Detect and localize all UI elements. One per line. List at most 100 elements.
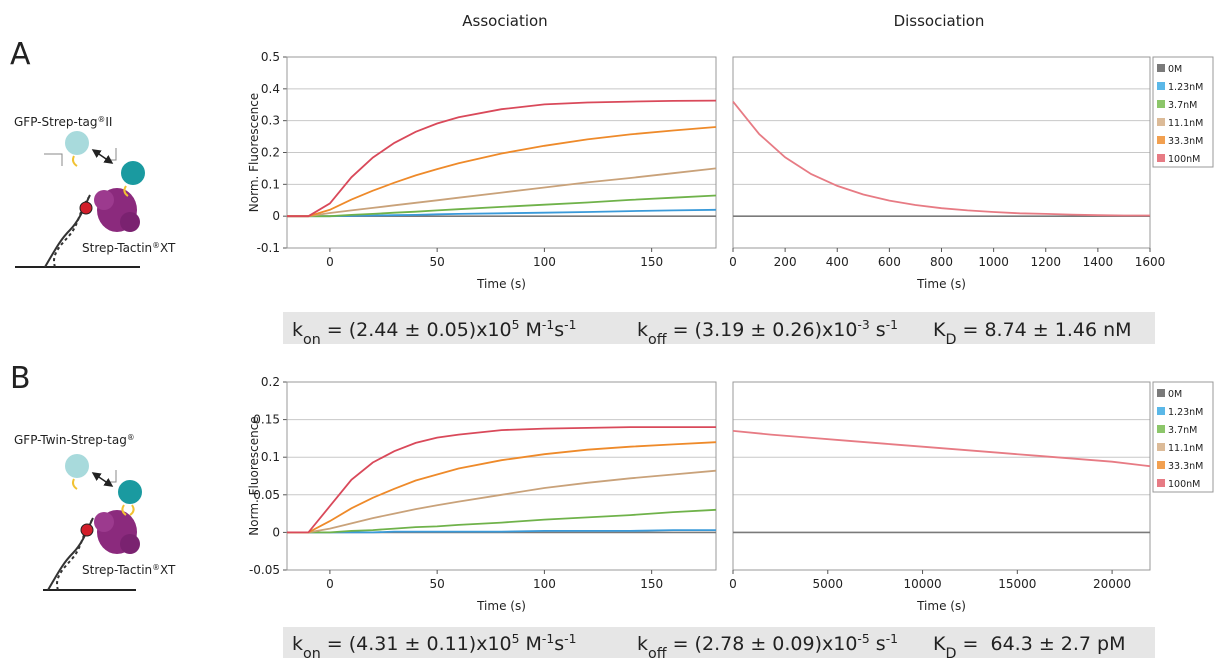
plot-frame — [732, 381, 1151, 571]
x-tick-label: 200 — [774, 255, 797, 269]
kinetic-constant-part: M — [519, 633, 541, 655]
tag — [72, 478, 78, 490]
kinetic-constant-part: -1 — [542, 318, 554, 332]
kinetic-constant: kon = (4.31 ± 0.11)x105 M-1s-1 — [292, 632, 576, 658]
strep-tactin — [120, 212, 140, 232]
kinetic-constant-part: = (2.44 ± 0.05)x10 — [321, 319, 512, 341]
legend-label: 100nM — [1168, 154, 1200, 165]
gfp-free — [65, 131, 89, 155]
legend-label: 1.23nM — [1168, 407, 1203, 418]
kinetic-constant-part: -1 — [564, 318, 576, 332]
plot-frame — [286, 381, 717, 571]
series-line — [287, 508, 717, 534]
arrow — [91, 149, 114, 164]
strep-tactin — [94, 512, 114, 532]
legend-swatch — [1157, 479, 1165, 487]
y-tick-label: 0.1 — [261, 450, 280, 464]
kinetic-constant-part: s — [870, 319, 886, 341]
legend-swatch — [1157, 425, 1165, 433]
kinetic-constant-part: s — [554, 319, 564, 341]
kinetic-constant-part: s — [870, 633, 886, 655]
kinetic-constant-part: M — [519, 319, 541, 341]
x-tick-label: 0 — [729, 577, 737, 591]
plot-frame — [286, 56, 717, 249]
tag-label-part: ® — [127, 433, 135, 442]
x-axis-label: Time (s) — [476, 599, 526, 613]
tag-label: GFP-Strep-tag®II — [14, 115, 112, 130]
legend-swatch — [1157, 461, 1165, 469]
tag — [121, 504, 135, 516]
kinetic-constant: kon = (2.44 ± 0.05)x105 M-1s-1 — [292, 318, 576, 348]
y-tick-label: 0.2 — [261, 146, 280, 160]
x-tick-label: 50 — [430, 255, 445, 269]
x-tick-label: 100 — [533, 255, 556, 269]
x-tick-label: 1400 — [1083, 255, 1114, 269]
legend-swatch — [1157, 154, 1165, 162]
strep-tactin — [120, 534, 140, 554]
x-tick-label: 1000 — [978, 255, 1009, 269]
tag — [123, 185, 129, 197]
x-tick-label: 150 — [640, 255, 663, 269]
kinetic-constant-part: D — [945, 332, 956, 348]
x-tick-label: 1600 — [1135, 255, 1166, 269]
legend-box — [1152, 381, 1214, 493]
kinetic-constant-part: D — [945, 646, 956, 658]
kinetics-box — [283, 312, 1155, 344]
x-tick-label: 600 — [878, 255, 901, 269]
x-tick-label: 10000 — [903, 577, 941, 591]
biotin — [80, 523, 94, 537]
kinetic-constant-part: on — [303, 646, 321, 658]
series-line — [732, 101, 1150, 217]
x-tick-label: 0 — [326, 577, 334, 591]
legend-label: 0M — [1168, 64, 1182, 75]
kinetics-box — [283, 627, 1155, 658]
y-tick-label: 0.5 — [261, 50, 280, 64]
kinetic-constant-part: K — [933, 633, 946, 655]
column-title: Association — [462, 12, 547, 30]
tag-label-part: GFP-Twin-Strep-tag — [14, 433, 127, 447]
y-tick-label: 0.3 — [261, 114, 280, 128]
kinetic-constant-part: off — [648, 332, 668, 348]
kinetic-constant-part: = (3.19 ± 0.26)x10 — [667, 319, 858, 341]
legend-swatch — [1157, 443, 1165, 451]
legend-label: 100nM — [1168, 479, 1200, 490]
legend-swatch — [1157, 407, 1165, 415]
resin-label-part: ® — [152, 241, 160, 250]
legend-label: 33.3nM — [1168, 136, 1203, 147]
resin-label-part: Strep-Tactin — [82, 241, 152, 255]
x-axis-label: Time (s) — [916, 599, 966, 613]
kinetic-constant-part: -1 — [564, 632, 576, 646]
strep-tactin — [94, 190, 114, 210]
y-tick-label: 0.05 — [253, 488, 280, 502]
x-tick-label: 50 — [430, 577, 445, 591]
legend-label: 33.3nM — [1168, 461, 1203, 472]
resin-label: Strep-Tactin®XT — [82, 241, 176, 256]
legend-swatch — [1157, 100, 1165, 108]
kinetic-constant-part: s — [554, 633, 564, 655]
legend-label: 3.7nM — [1168, 425, 1197, 436]
kinetic-constant-part: -1 — [886, 632, 898, 646]
bracket — [108, 470, 117, 483]
series-line — [287, 126, 717, 218]
y-tick-label: 0.2 — [261, 375, 280, 389]
kinetic-constant-part: -1 — [886, 318, 898, 332]
legend-label: 1.23nM — [1168, 82, 1203, 93]
legend-box — [1152, 56, 1214, 168]
tag-label-part: ® — [98, 115, 106, 124]
x-tick-label: 800 — [930, 255, 953, 269]
panel-label: B — [10, 361, 31, 396]
x-tick-label: 0 — [326, 255, 334, 269]
gfp-bound — [121, 161, 145, 185]
tag-label-part: GFP-Strep-tag — [14, 115, 98, 129]
y-tick-label: 0 — [272, 525, 280, 539]
kinetic-constant-part: off — [648, 646, 668, 658]
legend-swatch — [1157, 118, 1165, 126]
series-line — [287, 469, 717, 534]
tag — [72, 155, 78, 167]
legend-swatch — [1157, 389, 1165, 397]
y-tick-label: 0.4 — [261, 82, 280, 96]
diagram — [15, 131, 145, 591]
y-tick-label: 0.1 — [261, 177, 280, 191]
kinetic-constant-part: = 8.74 ± 1.46 nM — [956, 319, 1131, 341]
kinetic-constant-part: -3 — [857, 318, 869, 332]
